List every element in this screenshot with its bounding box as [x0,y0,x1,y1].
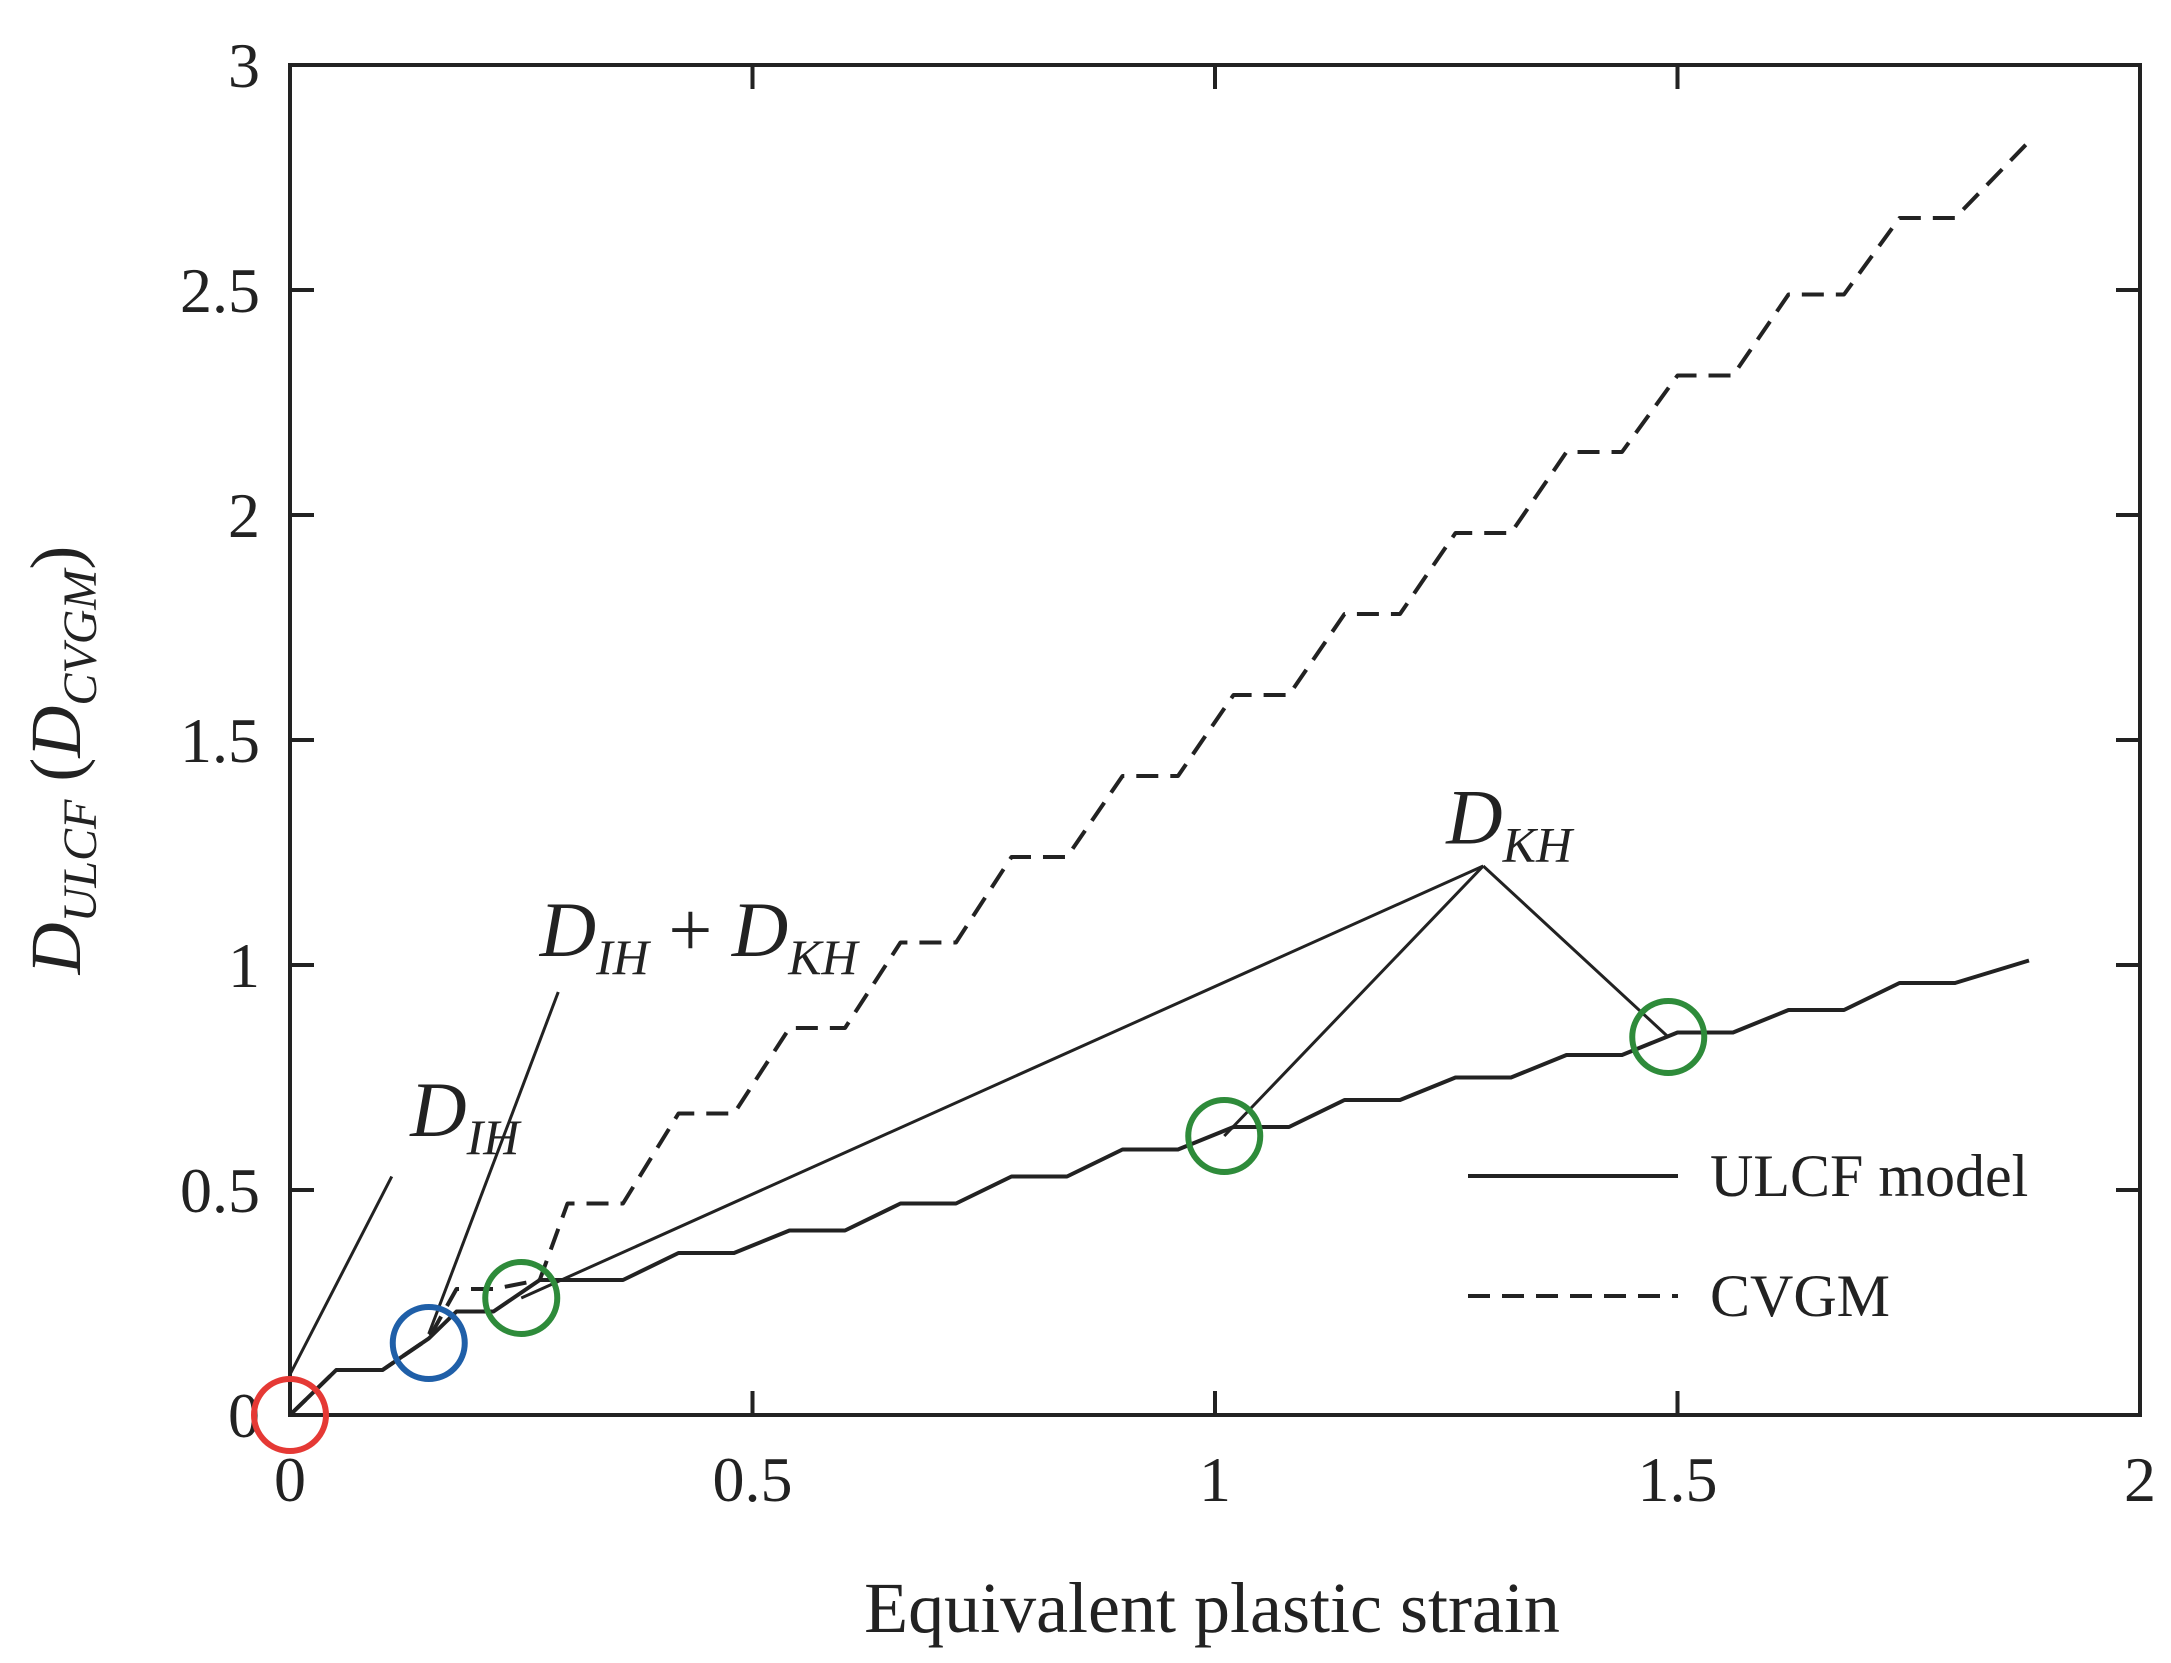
annotation-1-sub2: KH [787,929,860,985]
annotation-1-sub: IH [595,929,652,985]
y-tick-label-3: 1.5 [180,705,260,776]
y-tick-label-6: 3 [228,30,260,101]
series-line-cvgm [288,140,2031,1417]
annotation-0-sub: IH [466,1109,523,1165]
annotation-label-0: DIH [409,1066,522,1165]
y-axis-title: DULCF (DCVGM) [16,546,107,976]
y-axis-title-paren-close: ) [16,546,96,570]
legend-label-cvgm: CVGM [1710,1263,1890,1329]
y-axis-title-main: D [16,922,96,975]
x-axis-title: Equivalent plastic strain [864,1568,1560,1648]
marker-circle-1 [389,1304,468,1382]
x-axis-ticks: 0 0.5 1 1.5 2 [274,65,2156,1515]
annotation-1-main2: D [731,886,788,973]
marker-layer [251,998,1708,1454]
annotation-0-main: D [409,1066,466,1153]
annotation-2-leader-2 [520,864,1484,1300]
annotation-2-main: D [1445,774,1502,861]
annotation-2-leader-4 [1482,864,1670,1039]
marker-circle-4 [1629,998,1708,1076]
annotation-0-leader [288,1175,394,1376]
legend: ULCF model CVGM [1468,1143,2028,1329]
y-tick-label-1: 0.5 [180,1155,260,1226]
legend-label-ulcf-model: ULCF model [1710,1143,2028,1209]
x-tick-label-1: 0.5 [713,1444,793,1515]
annotation-label-1: DIH + DKH [539,886,861,985]
series-layer [288,140,2031,1417]
x-tick-label-3: 1.5 [1638,1444,1718,1515]
annotation-label-2: DKH [1445,774,1575,873]
marker-circle-2 [482,1259,561,1337]
annotation-2-leader-3 [1223,864,1485,1138]
y-tick-label-2: 1 [228,930,260,1001]
x-tick-label-0: 0 [274,1444,306,1515]
y-tick-label-4: 2 [228,480,260,551]
x-tick-label-4: 2 [2124,1444,2156,1515]
y-axis-ticks: 00.511.522.53 [180,30,2140,1451]
y-axis-title-alt-sub: CVGM [54,567,107,706]
y-axis-title-alt: D [16,706,96,759]
y-axis-title-paren-open: ( [16,758,96,800]
annotation-1-main: D [539,886,596,973]
annotation-2-sub: KH [1502,817,1575,873]
y-tick-label-5: 2.5 [180,255,260,326]
annotation-1-plus: + [649,886,732,973]
marker-circle-3 [1185,1097,1264,1175]
y-axis-title-main-sub: ULCF [54,799,107,922]
x-tick-label-2: 1 [1199,1444,1231,1515]
marker-circle-0 [251,1376,329,1454]
annotation-1-leader [427,991,560,1335]
